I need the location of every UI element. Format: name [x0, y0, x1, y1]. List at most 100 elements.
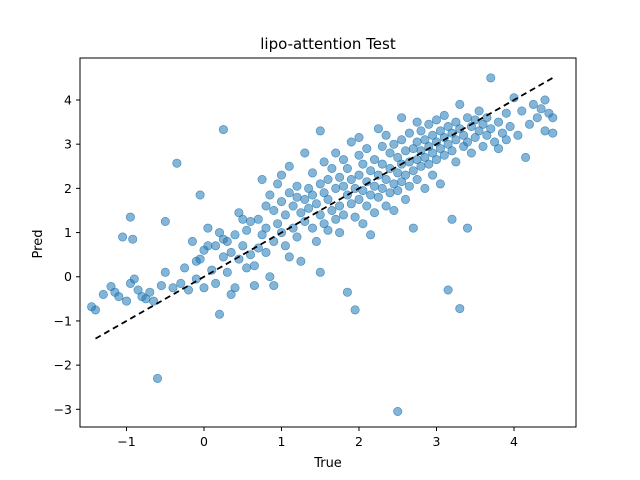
data-point — [474, 126, 484, 136]
data-point — [497, 128, 507, 138]
data-point — [408, 223, 418, 233]
data-point — [362, 201, 372, 211]
data-point — [451, 117, 461, 127]
data-point — [501, 108, 511, 118]
data-point — [265, 272, 275, 282]
data-point — [292, 232, 302, 242]
data-point — [385, 188, 395, 198]
data-point — [238, 241, 248, 251]
data-point — [246, 250, 256, 260]
data-point — [366, 190, 376, 200]
data-point — [362, 177, 372, 187]
data-point — [331, 183, 341, 193]
data-point — [122, 296, 132, 306]
data-point — [226, 289, 236, 299]
data-point — [540, 126, 550, 136]
data-point — [118, 232, 128, 242]
data-point — [548, 113, 558, 123]
data-point — [486, 124, 496, 134]
data-point — [168, 283, 178, 293]
data-point — [521, 152, 531, 162]
x-tick-label: 0 — [200, 434, 208, 449]
data-point — [424, 159, 434, 169]
data-point — [304, 183, 314, 193]
data-point — [284, 252, 294, 262]
data-point — [292, 192, 302, 202]
data-point — [548, 128, 558, 138]
data-point — [443, 139, 453, 149]
data-point — [482, 130, 492, 140]
points-layer — [87, 73, 558, 416]
data-point — [269, 206, 279, 216]
data-point — [215, 309, 225, 319]
data-point — [261, 247, 271, 257]
data-point — [377, 183, 387, 193]
data-point — [404, 128, 414, 138]
data-point — [431, 155, 441, 165]
data-point — [246, 217, 256, 227]
reference-line — [95, 77, 554, 340]
data-point — [307, 223, 317, 233]
x-tick-label: 1 — [278, 434, 286, 449]
data-point — [222, 236, 232, 246]
data-point — [400, 146, 410, 156]
data-point — [416, 161, 426, 171]
data-point — [369, 208, 379, 218]
data-point — [125, 212, 135, 222]
data-point — [222, 267, 232, 277]
data-point — [369, 181, 379, 191]
data-point — [439, 133, 449, 143]
data-point — [362, 144, 372, 154]
data-point — [238, 214, 248, 224]
data-point — [443, 285, 453, 295]
data-point — [439, 150, 449, 160]
plot-frame — [79, 57, 577, 428]
data-point — [393, 406, 403, 416]
data-point — [397, 177, 407, 187]
data-point — [462, 137, 472, 147]
data-point — [207, 265, 217, 275]
data-point — [412, 117, 422, 127]
data-point — [540, 95, 550, 105]
data-point — [195, 254, 205, 264]
data-point — [211, 278, 221, 288]
data-point — [307, 168, 317, 178]
data-point — [513, 130, 523, 140]
data-point — [354, 170, 364, 180]
data-point — [400, 194, 410, 204]
data-point — [408, 166, 418, 176]
data-point — [424, 119, 434, 129]
data-point — [435, 144, 445, 154]
data-point — [389, 139, 399, 149]
data-point — [114, 292, 124, 302]
y-tick-label: 3 — [64, 137, 72, 152]
data-point — [493, 144, 503, 154]
data-point — [478, 119, 488, 129]
x-tick-label: −1 — [117, 434, 135, 449]
data-point — [269, 281, 279, 291]
data-point — [342, 287, 352, 297]
data-point — [288, 201, 298, 211]
data-point — [459, 130, 469, 140]
data-point — [335, 172, 345, 182]
data-point — [315, 267, 325, 277]
data-point — [249, 261, 259, 271]
data-point — [319, 188, 329, 198]
data-point — [377, 159, 387, 169]
data-point — [455, 99, 465, 109]
data-point — [218, 125, 228, 135]
data-point — [218, 252, 228, 262]
data-point — [369, 155, 379, 165]
data-point — [490, 137, 500, 147]
data-point — [447, 146, 457, 156]
data-point — [435, 126, 445, 136]
data-point — [412, 137, 422, 147]
data-point — [358, 159, 368, 169]
data-point — [323, 194, 333, 204]
data-point — [315, 210, 325, 220]
data-point — [296, 208, 306, 218]
data-point — [315, 126, 325, 136]
data-point — [257, 230, 267, 240]
data-point — [160, 217, 170, 227]
